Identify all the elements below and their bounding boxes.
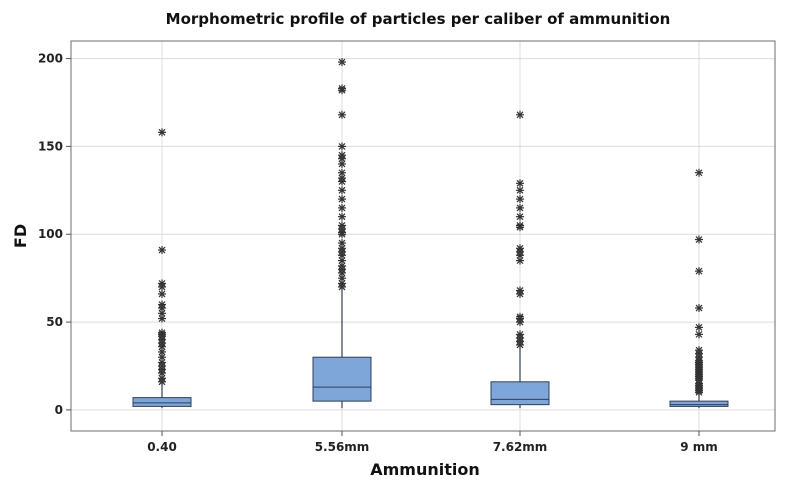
x-tick-label: 0.40 xyxy=(147,440,177,454)
x-axis-label: Ammunition xyxy=(370,460,480,479)
outlier-point xyxy=(338,168,346,177)
outlier-point xyxy=(695,235,703,244)
outlier-point xyxy=(516,186,524,195)
outlier-point xyxy=(338,279,346,288)
outlier-point xyxy=(338,84,346,93)
outlier-point xyxy=(158,289,166,298)
outlier-point xyxy=(338,274,346,283)
outlier-point xyxy=(695,330,703,339)
y-tick-label: 150 xyxy=(38,139,63,153)
grid xyxy=(71,41,775,431)
outlier-point xyxy=(338,195,346,204)
y-tick-label: 0 xyxy=(55,403,63,417)
outlier-point xyxy=(338,151,346,160)
outlier-point xyxy=(158,328,166,337)
outlier-point xyxy=(516,110,524,119)
outlier-point xyxy=(338,203,346,212)
outlier-point xyxy=(338,212,346,221)
outlier-point xyxy=(516,221,524,230)
x-tick-label: 5.56mm xyxy=(315,440,370,454)
box-group xyxy=(132,128,192,409)
x-axis: 0.40 5.56mm 7.62mm 9 mm xyxy=(147,431,718,454)
outlier-point xyxy=(516,212,524,221)
x-tick-label: 7.62mm xyxy=(493,440,548,454)
box-group xyxy=(490,110,550,409)
outlier-point xyxy=(516,203,524,212)
box xyxy=(669,400,729,407)
box xyxy=(132,397,192,407)
outlier-point xyxy=(516,244,524,253)
x-tick-label: 9 mm xyxy=(680,440,718,454)
outlier-point xyxy=(338,221,346,230)
outlier-point xyxy=(158,279,166,288)
outlier-point xyxy=(695,267,703,276)
outlier-point xyxy=(158,358,166,367)
outlier-point xyxy=(695,323,703,332)
y-axis: 0 50 100 150 200 xyxy=(38,52,71,417)
outlier-point xyxy=(695,168,703,177)
outlier-point xyxy=(338,174,346,183)
outlier-point xyxy=(158,374,166,383)
chart-title: Morphometric profile of particles per ca… xyxy=(166,10,671,28)
outlier-point xyxy=(338,186,346,195)
y-tick-label: 100 xyxy=(38,227,63,241)
outlier-point xyxy=(695,304,703,313)
box-group xyxy=(669,168,729,409)
outlier-point xyxy=(338,110,346,119)
outlier-point xyxy=(338,239,346,248)
y-axis-label: FD xyxy=(11,224,30,248)
outlier-point xyxy=(516,195,524,204)
plot-frame xyxy=(70,40,776,432)
outlier-point xyxy=(695,346,703,355)
outlier-point xyxy=(516,330,524,339)
box xyxy=(312,356,372,402)
y-tick-label: 50 xyxy=(46,315,63,329)
outlier-point xyxy=(158,300,166,309)
outlier-point xyxy=(338,244,346,253)
outlier-point xyxy=(516,179,524,188)
outlier-point xyxy=(338,58,346,67)
box xyxy=(490,381,550,406)
y-tick-label: 200 xyxy=(38,52,63,66)
outlier-point xyxy=(516,286,524,295)
outlier-point xyxy=(338,142,346,151)
outlier-point xyxy=(158,246,166,255)
outlier-point xyxy=(158,128,166,137)
outlier-point xyxy=(516,312,524,321)
box-group xyxy=(312,58,372,409)
boxes xyxy=(132,58,729,409)
